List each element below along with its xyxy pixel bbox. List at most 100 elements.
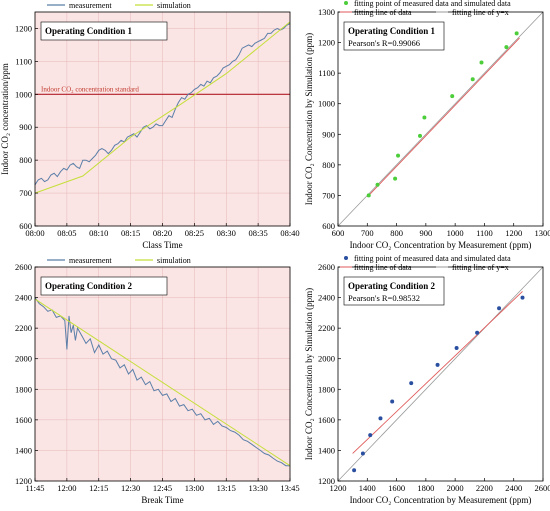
x-tick-label: 08:35 [248, 228, 267, 238]
y-tick-label: 600 [322, 221, 335, 231]
y-tick-label: 900 [322, 129, 335, 139]
legend-label: measurement [69, 1, 112, 10]
chart-p1: Indoor CO₂ concentration standard 600 700 8… [0, 1, 300, 250]
x-tick-label: 13:30 [248, 483, 267, 493]
x-tick-label: 12:15 [89, 483, 108, 493]
legend-swatch-point [344, 256, 348, 260]
annotation-box [40, 276, 168, 296]
data-point [435, 362, 440, 367]
y-tick-label: 900 [19, 122, 32, 132]
y-tick-label: 800 [322, 160, 335, 170]
x-tick-label: 12:30 [121, 483, 140, 493]
data-point [520, 295, 525, 300]
x-tick-label: 08:20 [153, 228, 172, 238]
data-point [393, 176, 398, 181]
y-tick-label: 1000 [318, 99, 335, 109]
data-point [368, 433, 373, 438]
legend-label: fitting line of y=x [452, 263, 509, 272]
series-line-simulation [34, 298, 291, 467]
x-axis-label: Class Time [142, 240, 182, 250]
data-point [475, 330, 480, 335]
x-tick-label: 2200 [476, 483, 493, 493]
legend-swatch-point [344, 1, 348, 5]
annotation-box [343, 21, 445, 51]
x-tick-label: 1100 [476, 228, 493, 238]
legend-label: fitting point of measured data and simul… [354, 0, 511, 8]
data-point [418, 133, 422, 138]
annotation-box [40, 21, 168, 41]
legend-label: fitting point of measured data and simul… [354, 254, 511, 263]
data-point [352, 468, 357, 473]
legend-label: simulation [157, 1, 191, 10]
data-point [378, 416, 383, 421]
y-tick-label: 1300 [318, 7, 335, 17]
identity-line [337, 266, 544, 482]
legend-label: measurement [69, 256, 112, 265]
x-tick-label: 08:15 [121, 228, 140, 238]
y-axis-label: Indoor CO₂ Concentration by Simulation (… [304, 33, 314, 205]
y-tick-label: 1600 [318, 415, 335, 425]
x-tick-label: 2000 [447, 483, 464, 493]
x-tick-label: 08:05 [57, 228, 76, 238]
x-tick-label: 2600 [535, 483, 550, 493]
data-point [479, 60, 484, 65]
x-tick-label: 1200 [505, 228, 522, 238]
x-tick-label: 1200 [330, 483, 347, 493]
series-line-simulation [34, 21, 291, 194]
annotation-text: Pearson's R=0.99066 [348, 38, 420, 48]
x-tick-label: 600 [332, 228, 345, 238]
y-tick-label: 2400 [318, 293, 335, 303]
annotation-text: Pearson's R=0.98532 [348, 293, 420, 303]
annotation-box [343, 276, 445, 306]
x-tick-label: 13:15 [217, 483, 236, 493]
y-tick-label: 1600 [15, 415, 32, 425]
y-tick-label: 1400 [15, 445, 32, 455]
y-tick-label: 2400 [15, 293, 32, 303]
identity-line [337, 11, 544, 227]
data-point [409, 381, 414, 386]
y-tick-label: 1400 [318, 445, 335, 455]
x-tick-label: 700 [361, 228, 374, 238]
data-point [504, 45, 509, 50]
y-tick-label: 2600 [15, 262, 32, 272]
chart-p2: 600 700 800 900 1000 1100 1200 1300 600 700 800 900… [304, 0, 550, 250]
annotation-title: Operating Condition 1 [45, 26, 133, 36]
x-tick-label: 12:00 [57, 483, 76, 493]
data-point [375, 182, 380, 187]
y-tick-label: 1200 [15, 23, 32, 33]
y-axis-label: Indoor CO₂ concentration/ppm [0, 63, 10, 175]
y-tick-label: 1100 [15, 56, 32, 66]
legend-label: simulation [157, 256, 191, 265]
annotation-title: Operating Condition 2 [45, 281, 133, 291]
legend-label: fitting line of data [354, 8, 412, 17]
y-tick-label: 1200 [318, 38, 335, 48]
fit-line [366, 37, 520, 198]
y-tick-label: 2600 [318, 262, 335, 272]
x-tick-label: 08:40 [280, 228, 299, 238]
y-tick-label: 700 [19, 188, 32, 198]
fit-line [352, 291, 523, 454]
x-axis-label: Break Time [141, 495, 183, 505]
x-tick-label: 11:45 [25, 483, 44, 493]
data-point [366, 193, 371, 198]
chart-p4: 1200 1400 1600 1800 2000 2200 2400 2600 1200 1400… [304, 254, 550, 505]
data-point [360, 451, 365, 456]
legend-label: fitting line of y=x [452, 8, 509, 17]
y-tick-label: 700 [322, 190, 335, 200]
x-tick-label: 1600 [388, 483, 405, 493]
x-tick-label: 900 [419, 228, 432, 238]
y-tick-label: 2000 [15, 354, 32, 364]
x-tick-label: 08:25 [185, 228, 204, 238]
annotation-title: Operating Condition 2 [348, 281, 436, 291]
x-tick-label: 1000 [447, 228, 464, 238]
x-tick-label: 08:10 [89, 228, 108, 238]
y-tick-label: 1200 [318, 476, 335, 486]
y-tick-label: 1100 [318, 68, 335, 78]
y-tick-label: 600 [19, 221, 32, 231]
y-tick-label: 1200 [15, 476, 32, 486]
y-tick-label: 2000 [318, 354, 335, 364]
x-tick-label: 08:30 [217, 228, 236, 238]
series-line-measurement [34, 23, 291, 186]
x-tick-label: 12:45 [153, 483, 172, 493]
